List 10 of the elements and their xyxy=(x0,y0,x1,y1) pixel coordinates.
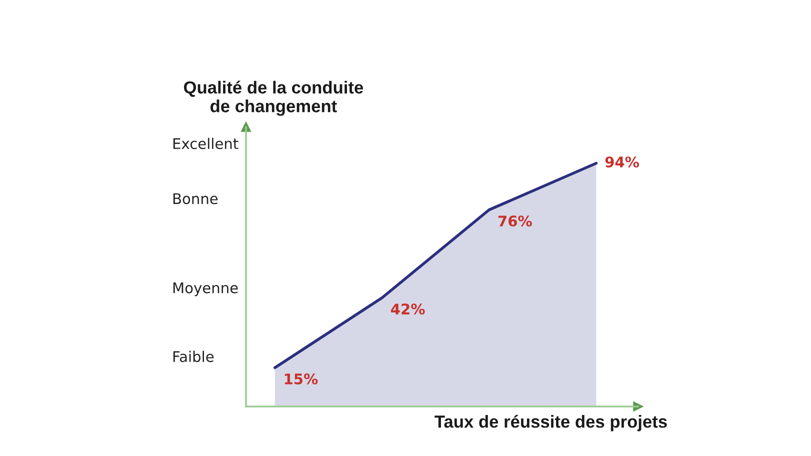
text: Moyenne xyxy=(173,282,238,296)
data-label: 76% xyxy=(498,216,532,227)
data-label: 94% xyxy=(605,156,640,168)
data-label: 42% xyxy=(391,304,425,315)
data-label: 15% xyxy=(284,373,318,384)
text: Excellent xyxy=(173,138,238,150)
x-axis-title: Taux de réussite des projets xyxy=(434,414,667,432)
text: Faible xyxy=(173,350,214,362)
y-axis-title: Qualité de la conduite de changement xyxy=(184,80,364,116)
text: Bonne xyxy=(173,193,218,204)
